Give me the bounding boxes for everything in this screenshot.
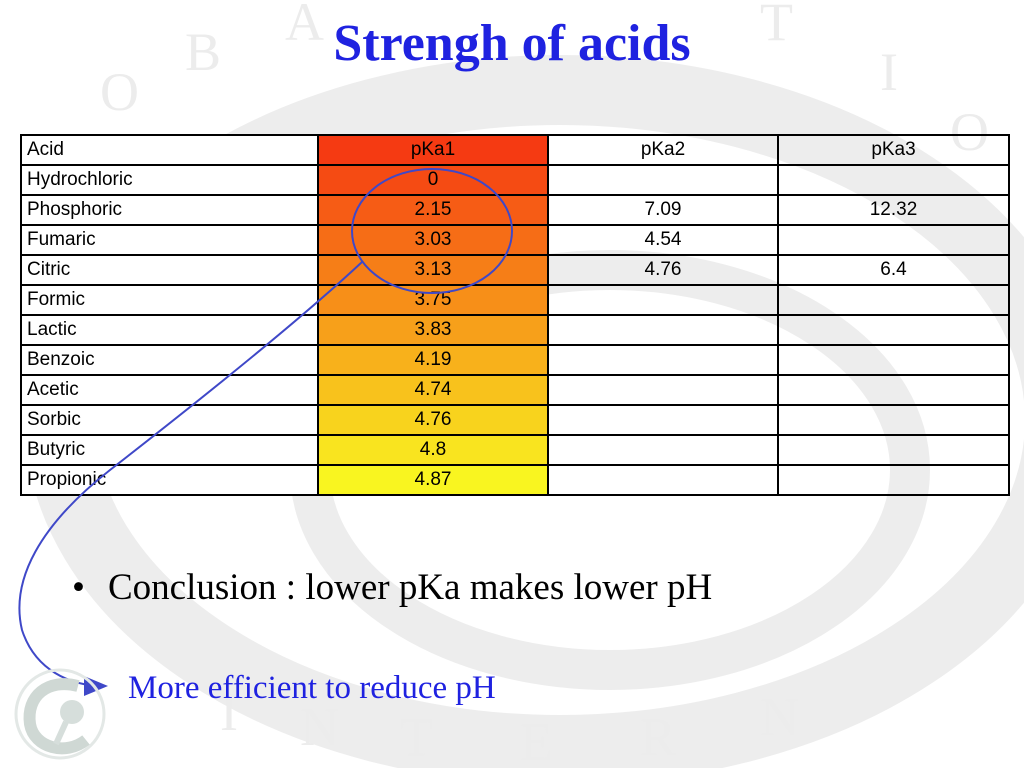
table-row: Butyric 4.8 xyxy=(20,434,1010,466)
header-acid: Acid xyxy=(20,134,319,166)
cell-pka1: 2.15 xyxy=(317,194,549,226)
table-row: Propionic 4.87 xyxy=(20,464,1010,496)
cell-acid: Acetic xyxy=(20,374,319,406)
cell-pka2 xyxy=(547,464,779,496)
cell-pka3 xyxy=(777,404,1010,436)
cell-acid: Hydrochloric xyxy=(20,164,319,196)
cell-pka3: 6.4 xyxy=(777,254,1010,286)
table-row: Citric 3.13 4.76 6.4 xyxy=(20,254,1010,286)
cell-pka1: 4.8 xyxy=(317,434,549,466)
table-row: Benzoic 4.19 xyxy=(20,344,1010,376)
table-row: Sorbic 4.76 xyxy=(20,404,1010,436)
bullet-dot-icon: • xyxy=(72,567,85,608)
svg-text:N: N xyxy=(760,687,799,747)
cell-pka1: 0 xyxy=(317,164,549,196)
cell-pka3 xyxy=(777,464,1010,496)
header-pka2: pKa2 xyxy=(547,134,779,166)
cell-pka2 xyxy=(547,314,779,346)
pka-table-body: Acid pKa1 pKa2 pKa3 Hydrochloric 0 Phospho… xyxy=(20,134,1010,496)
svg-text:E: E xyxy=(520,712,553,768)
cell-pka3 xyxy=(777,284,1010,316)
cell-pka1: 3.83 xyxy=(317,314,549,346)
table-row: Hydrochloric 0 xyxy=(20,164,1010,196)
table-row: Lactic 3.83 xyxy=(20,314,1010,346)
cell-pka1: 4.19 xyxy=(317,344,549,376)
svg-text:T: T xyxy=(400,707,433,767)
header-pka3: pKa3 xyxy=(777,134,1010,166)
cell-acid: Butyric xyxy=(20,434,319,466)
cell-acid: Propionic xyxy=(20,464,319,496)
cell-pka3: 12.32 xyxy=(777,194,1010,226)
cell-pka2 xyxy=(547,374,779,406)
cell-pka2 xyxy=(547,344,779,376)
cell-pka1: 4.74 xyxy=(317,374,549,406)
cell-acid: Citric xyxy=(20,254,319,286)
cell-pka3 xyxy=(777,344,1010,376)
cell-acid: Formic xyxy=(20,284,319,316)
cell-pka3 xyxy=(777,374,1010,406)
table-row: Acetic 4.74 xyxy=(20,374,1010,406)
table-header-row: Acid pKa1 pKa2 pKa3 xyxy=(20,134,1010,166)
cell-pka1: 3.13 xyxy=(317,254,549,286)
cell-pka2 xyxy=(547,284,779,316)
cell-acid: Phosphoric xyxy=(20,194,319,226)
cell-pka3 xyxy=(777,314,1010,346)
cell-acid: Lactic xyxy=(20,314,319,346)
cell-pka2 xyxy=(547,404,779,436)
cell-pka3 xyxy=(777,164,1010,196)
pka-table: Acid pKa1 pKa2 pKa3 Hydrochloric 0 Phospho… xyxy=(20,134,1010,496)
cell-acid: Sorbic xyxy=(20,404,319,436)
cell-pka2: 4.76 xyxy=(547,254,779,286)
cell-pka1: 3.03 xyxy=(317,224,549,256)
conclusion-bullet: • Conclusion : lower pKa makes lower pH xyxy=(72,566,712,609)
table-row: Phosphoric 2.15 7.09 12.32 xyxy=(20,194,1010,226)
cell-acid: Fumaric xyxy=(20,224,319,256)
table-row: Formic 3.75 xyxy=(20,284,1010,316)
cell-pka3 xyxy=(777,224,1010,256)
cell-pka1: 3.75 xyxy=(317,284,549,316)
header-pka1: pKa1 xyxy=(317,134,549,166)
global-nutrition-logo-icon xyxy=(14,668,106,760)
cell-pka2 xyxy=(547,434,779,466)
conclusion-text: Conclusion : lower pKa makes lower pH xyxy=(108,567,713,608)
cell-pka1: 4.87 xyxy=(317,464,549,496)
cell-pka2: 4.54 xyxy=(547,224,779,256)
svg-text:R: R xyxy=(640,707,676,767)
cell-pka3 xyxy=(777,434,1010,466)
table-row: Fumaric 3.03 4.54 xyxy=(20,224,1010,256)
cell-acid: Benzoic xyxy=(20,344,319,376)
cell-pka2 xyxy=(547,164,779,196)
slide-title: Strengh of acids xyxy=(333,15,691,72)
cell-pka1: 4.76 xyxy=(317,404,549,436)
cell-pka2: 7.09 xyxy=(547,194,779,226)
annotation-note: More efficient to reduce pH xyxy=(128,670,496,706)
